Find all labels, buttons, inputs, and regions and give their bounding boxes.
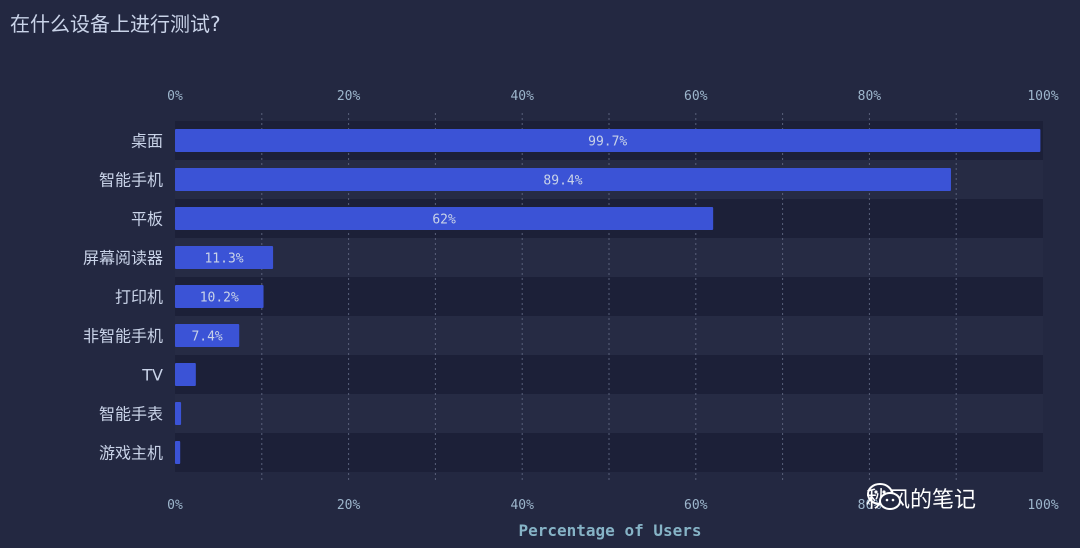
x-axis-title: Percentage of Users bbox=[518, 521, 701, 540]
data-label: 10.2% bbox=[200, 291, 239, 306]
data-label: 99.7% bbox=[588, 135, 627, 150]
category-label: TV bbox=[141, 366, 163, 385]
x-tick-label-bottom: 20% bbox=[337, 498, 361, 513]
category-label: 智能手表 bbox=[99, 405, 163, 424]
x-tick-label-top: 20% bbox=[337, 89, 361, 104]
x-tick-label-top: 60% bbox=[684, 89, 708, 104]
bar bbox=[175, 168, 951, 191]
x-tick-label-bottom: 60% bbox=[684, 498, 708, 513]
x-tick-label-bottom: 80% bbox=[858, 498, 882, 513]
category-label: 打印机 bbox=[115, 288, 163, 307]
row-band bbox=[175, 277, 1043, 316]
data-label: 89.4% bbox=[543, 174, 582, 189]
category-label: 屏幕阅读器 bbox=[83, 249, 163, 268]
bar bbox=[175, 441, 181, 464]
watermark: 秋风的笔记 bbox=[866, 482, 976, 514]
wechat-icon bbox=[867, 483, 901, 510]
category-label: 桌面 bbox=[131, 132, 163, 151]
bar bbox=[175, 246, 274, 269]
data-label: 62% bbox=[432, 213, 456, 228]
bar bbox=[175, 285, 264, 308]
bar bbox=[175, 402, 182, 425]
category-label: 平板 bbox=[131, 210, 163, 229]
bar bbox=[175, 129, 1041, 152]
x-tick-label-top: 80% bbox=[858, 89, 882, 104]
data-label: 7.4% bbox=[191, 330, 222, 345]
x-tick-label-top: 100% bbox=[1027, 89, 1058, 104]
category-label: 游戏主机 bbox=[99, 444, 163, 463]
x-tick-label-top: 0% bbox=[167, 89, 183, 104]
bar bbox=[175, 207, 714, 230]
bar bbox=[175, 324, 240, 347]
data-label: 11.3% bbox=[204, 252, 243, 267]
x-tick-label-top: 40% bbox=[510, 89, 534, 104]
chart-title: 在什么设备上进行测试? bbox=[10, 12, 221, 36]
x-tick-label-bottom: 0% bbox=[167, 498, 183, 513]
bar bbox=[175, 363, 196, 386]
x-tick-label-bottom: 40% bbox=[510, 498, 534, 513]
category-label: 智能手机 bbox=[99, 171, 163, 190]
category-label: 非智能手机 bbox=[83, 327, 163, 346]
x-tick-label-bottom: 100% bbox=[1027, 498, 1058, 513]
